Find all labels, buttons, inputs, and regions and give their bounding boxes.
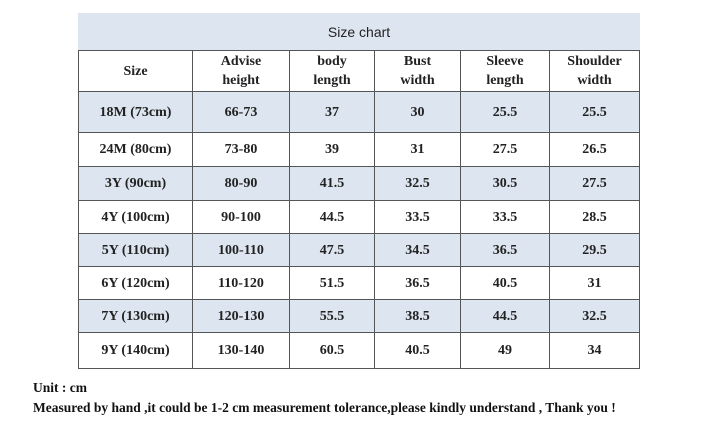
header-cell: Bust width — [374, 50, 461, 92]
data-cell: 3Y (90cm) — [78, 166, 193, 201]
data-row: 5Y (110cm) 100-110 47.5 34.5 36.5 29.5 — [78, 233, 641, 267]
data-row: 7Y (130cm) 120-130 55.5 38.5 44.5 32.5 — [78, 299, 641, 333]
table-title: Size chart — [77, 13, 641, 51]
data-cell: 100-110 — [192, 233, 290, 267]
data-cell: 32.5 — [374, 166, 461, 201]
data-cell: 34.5 — [374, 233, 461, 267]
data-row: 6Y (120cm) 110-120 51.5 36.5 40.5 31 — [78, 266, 641, 300]
data-cell: 38.5 — [374, 299, 461, 333]
data-cell: 60.5 — [289, 332, 375, 369]
data-cell: 33.5 — [460, 200, 550, 234]
data-cell: 44.5 — [460, 299, 550, 333]
data-cell: 4Y (100cm) — [78, 200, 193, 234]
data-cell: 39 — [289, 132, 375, 167]
data-cell: 36.5 — [460, 233, 550, 267]
data-cell: 73-80 — [192, 132, 290, 167]
data-cell: 44.5 — [289, 200, 375, 234]
data-cell: 41.5 — [289, 166, 375, 201]
header-cell: Shoulder width — [548, 50, 641, 92]
data-cell: 36.5 — [374, 266, 461, 300]
data-cell: 27.5 — [460, 132, 550, 167]
note-line: Measured by hand ,it could be 1-2 cm mea… — [33, 400, 616, 415]
data-cell: 34 — [548, 332, 641, 369]
data-cell: 55.5 — [289, 299, 375, 333]
data-cell: 66-73 — [192, 91, 290, 133]
data-cell: 32.5 — [548, 299, 641, 333]
header-row: Size Advise height body length Bust width Sl… — [78, 50, 641, 92]
size-table: Size chart Size Advise height body length B… — [77, 13, 641, 369]
data-cell: 25.5 — [460, 91, 550, 133]
data-cell: 90-100 — [192, 200, 290, 234]
data-cell: 30.5 — [460, 166, 550, 201]
data-cell: 28.5 — [548, 200, 641, 234]
data-cell: 49 — [460, 332, 550, 369]
notes: Unit : cm Measured by hand ,it could be 1… — [33, 378, 616, 418]
data-cell: 47.5 — [289, 233, 375, 267]
header-cell: Advise height — [192, 50, 290, 92]
data-cell: 7Y (130cm) — [78, 299, 193, 333]
data-cell: 31 — [548, 266, 641, 300]
data-cell: 51.5 — [289, 266, 375, 300]
data-row: 4Y (100cm) 90-100 44.5 33.5 33.5 28.5 — [78, 200, 641, 234]
header-cell: body length — [289, 50, 375, 92]
data-cell: 24M (80cm) — [78, 132, 193, 167]
data-row: 18M (73cm) 66-73 37 30 25.5 25.5 — [78, 91, 641, 133]
data-cell: 40.5 — [374, 332, 461, 369]
data-row: 24M (80cm) 73-80 39 31 27.5 26.5 — [78, 132, 641, 167]
data-cell: 37 — [289, 91, 375, 133]
header-cell: Size — [78, 50, 193, 92]
data-row: 3Y (90cm) 80-90 41.5 32.5 30.5 27.5 — [78, 166, 641, 201]
header-cell: Sleeve length — [460, 50, 550, 92]
note-line: Unit : cm — [33, 380, 87, 395]
data-cell: 29.5 — [548, 233, 641, 267]
data-cell: 27.5 — [548, 166, 641, 201]
data-cell: 18M (73cm) — [78, 91, 193, 133]
data-cell: 25.5 — [548, 91, 641, 133]
data-cell: 40.5 — [460, 266, 550, 300]
data-cell: 120-130 — [192, 299, 290, 333]
data-cell: 33.5 — [374, 200, 461, 234]
data-cell: 30 — [374, 91, 461, 133]
data-cell: 26.5 — [548, 132, 641, 167]
data-cell: 9Y (140cm) — [78, 332, 193, 369]
data-cell: 5Y (110cm) — [78, 233, 193, 267]
title-row: Size chart — [77, 13, 641, 51]
data-cell: 110-120 — [192, 266, 290, 300]
data-cell: 6Y (120cm) — [78, 266, 193, 300]
data-cell: 31 — [374, 132, 461, 167]
data-cell: 130-140 — [192, 332, 290, 369]
data-cell: 80-90 — [192, 166, 290, 201]
data-row: 9Y (140cm) 130-140 60.5 40.5 49 34 — [78, 332, 641, 369]
